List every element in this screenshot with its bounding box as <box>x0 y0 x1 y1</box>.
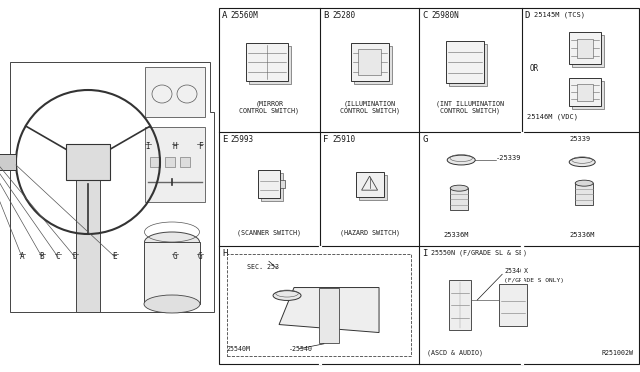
Text: 25260P: 25260P <box>341 303 365 309</box>
Bar <box>356 171 383 197</box>
Text: A: A <box>20 252 24 261</box>
Text: B: B <box>323 11 328 20</box>
Text: C: C <box>56 252 60 261</box>
Bar <box>145 67 205 117</box>
Bar <box>246 43 289 81</box>
Text: G: G <box>198 252 202 261</box>
Text: (SCANNER SWITCH): (SCANNER SWITCH) <box>237 230 301 236</box>
Text: G: G <box>173 252 177 261</box>
Ellipse shape <box>447 155 476 165</box>
Bar <box>572 81 604 109</box>
Text: OR: OR <box>529 64 539 73</box>
Text: 25910: 25910 <box>332 135 355 144</box>
Ellipse shape <box>569 157 595 167</box>
Text: 25336M: 25336M <box>444 232 468 238</box>
Text: F: F <box>198 142 202 151</box>
Text: 25340X: 25340X <box>504 268 528 274</box>
Bar <box>262 173 284 201</box>
Text: C: C <box>422 11 428 20</box>
Ellipse shape <box>273 291 301 301</box>
Text: D: D <box>525 11 530 20</box>
Text: (HAZARD SWITCH): (HAZARD SWITCH) <box>340 230 399 236</box>
Text: 25980N: 25980N <box>431 11 459 20</box>
Bar <box>569 78 601 106</box>
Text: (ILLUMINATION
CONTROL SWITCH): (ILLUMINATION CONTROL SWITCH) <box>340 100 399 114</box>
Text: (ASCD & AUDIO): (ASCD & AUDIO) <box>428 349 483 356</box>
Bar <box>449 280 471 330</box>
Text: 25560M: 25560M <box>231 11 259 20</box>
Text: SEC. 253: SEC. 253 <box>247 264 279 270</box>
Bar <box>569 32 601 64</box>
Bar <box>499 284 527 326</box>
Text: R251002W: R251002W <box>602 350 634 356</box>
Bar <box>227 254 412 356</box>
Bar <box>449 44 488 86</box>
Bar <box>319 288 339 343</box>
Text: 25540M: 25540M <box>227 346 251 352</box>
Bar <box>180 157 190 167</box>
Bar <box>219 8 639 364</box>
Bar <box>280 180 285 188</box>
Bar <box>450 188 468 210</box>
Bar <box>572 35 604 67</box>
Text: F: F <box>323 135 328 144</box>
Bar <box>358 49 381 76</box>
Text: G: G <box>422 135 428 144</box>
Ellipse shape <box>145 232 200 252</box>
Text: (F/GRADE S ONLY): (F/GRADE S ONLY) <box>504 278 564 283</box>
Text: I: I <box>422 249 428 258</box>
Bar <box>259 170 280 198</box>
Text: A: A <box>222 11 227 20</box>
Text: E: E <box>222 135 227 144</box>
Bar <box>447 41 484 83</box>
Bar <box>577 39 593 58</box>
Text: -25540: -25540 <box>289 346 313 352</box>
Ellipse shape <box>450 185 468 191</box>
Text: (MIRROR
CONTROL SWITCH): (MIRROR CONTROL SWITCH) <box>239 100 300 114</box>
Bar <box>144 242 200 304</box>
Bar <box>351 43 388 81</box>
Polygon shape <box>279 288 379 333</box>
Bar <box>358 175 387 200</box>
Bar <box>76 180 100 312</box>
Bar <box>165 157 175 167</box>
Text: NISSAN: NISSAN <box>79 157 97 161</box>
Ellipse shape <box>144 295 200 313</box>
Text: 25146M (VDC): 25146M (VDC) <box>527 113 577 120</box>
Text: 25145M (TCS): 25145M (TCS) <box>534 11 584 18</box>
Bar <box>150 157 160 167</box>
Bar <box>577 84 593 100</box>
Text: 25993: 25993 <box>231 135 254 144</box>
Text: H: H <box>173 142 177 151</box>
Text: 25339: 25339 <box>569 136 591 142</box>
Text: I: I <box>146 142 150 151</box>
Text: 25336M: 25336M <box>569 232 595 238</box>
Ellipse shape <box>575 180 593 186</box>
Text: B: B <box>40 252 44 261</box>
Bar <box>0 154 16 170</box>
Text: 25280: 25280 <box>332 11 355 20</box>
Text: D: D <box>73 252 77 261</box>
Text: 25550N (F/GRADE SL & SE): 25550N (F/GRADE SL & SE) <box>431 249 527 256</box>
Text: E: E <box>113 252 117 261</box>
Bar <box>575 183 593 205</box>
Text: -25339: -25339 <box>496 155 522 161</box>
Text: (INT ILLUMINATION
CONTROL SWITCH): (INT ILLUMINATION CONTROL SWITCH) <box>436 100 504 114</box>
Bar <box>250 46 291 84</box>
Bar <box>66 144 110 180</box>
Bar <box>354 46 392 84</box>
Bar <box>145 127 205 202</box>
Text: H: H <box>222 249 227 258</box>
